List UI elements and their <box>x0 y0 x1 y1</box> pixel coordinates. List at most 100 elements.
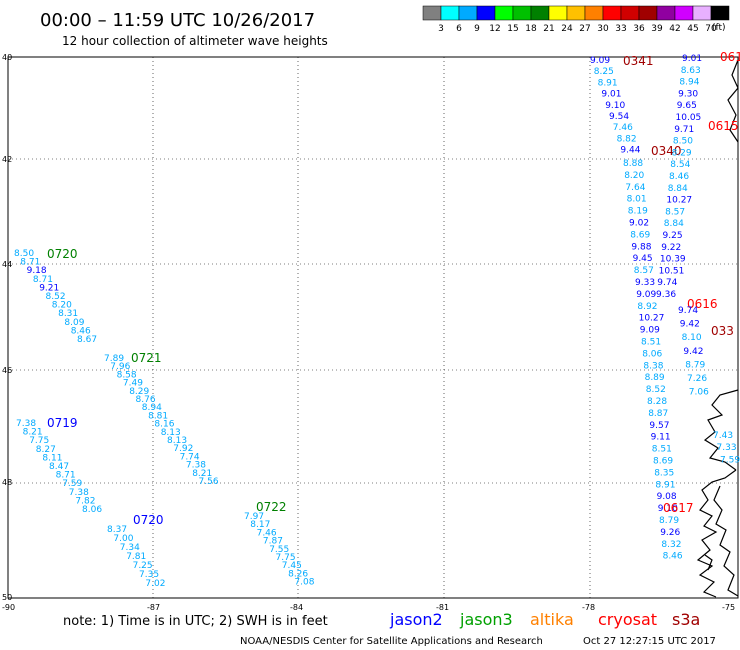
swh-value: 8.92 <box>637 302 657 312</box>
colorbar-tick: 45 <box>687 24 698 34</box>
pass-time-label: 0617 <box>663 501 694 515</box>
colorbar-swatch <box>512 5 532 21</box>
swh-value: 8.46 <box>669 172 689 182</box>
pass-cryosat-0617: 0617 <box>663 501 694 515</box>
colorbar-tick: 3 <box>438 24 444 34</box>
swh-value: 8.57 <box>665 207 685 217</box>
swh-value: 7.89 <box>104 354 124 364</box>
colorbar-tick: 42 <box>669 24 680 34</box>
pass-jason3-0721: 0721 7.897.968.587.498.298.768.948.818.16… <box>104 351 219 487</box>
swh-value: 7.81 <box>126 552 146 562</box>
colorbar-swatch <box>710 5 730 21</box>
swh-value: 8.26 <box>288 569 308 579</box>
pass-time-label: 033 <box>711 324 734 338</box>
legend-cryosat: cryosat <box>598 610 657 629</box>
swh-value: 10.39 <box>660 255 686 265</box>
swh-value: 7.55 <box>269 545 289 555</box>
swh-value: 7.59 <box>720 455 740 465</box>
swh-value: 8.46 <box>663 552 683 562</box>
pass-s3a-0339: 033 7.43 7.33 7.59 <box>711 324 740 465</box>
footer-credit: NOAA/NESDIS Center for Satellite Applica… <box>240 636 543 647</box>
legend-jason2: jason2 <box>389 610 443 629</box>
satellite-legend: jason2 jason3 altika cryosat s3a <box>389 610 700 629</box>
swh-value: 8.09 <box>64 318 84 328</box>
swh-value: 8.20 <box>624 171 644 181</box>
swh-value: 8.47 <box>49 462 69 472</box>
swh-value: 9.30 <box>678 89 698 99</box>
swh-value: 7.06 <box>689 388 709 398</box>
swh-value: 7.87 <box>263 537 283 547</box>
colorbar-swatch <box>476 5 496 21</box>
swh-value: 8.71 <box>33 275 53 285</box>
swh-value: 7.25 <box>133 561 153 571</box>
swh-value: 9.42 <box>680 320 700 330</box>
swh-value: 8.76 <box>136 395 156 405</box>
swh-value: 9.45 <box>633 254 653 264</box>
swh-value: 9.11 <box>651 433 671 443</box>
colorbar: 3 6 9 12 15 18 21 24 27 30 33 36 39 42 45 70 <box>422 5 730 34</box>
lat-label: 46 <box>2 366 12 375</box>
swh-value: 9.18 <box>27 266 47 276</box>
colorbar-tick: 15 <box>507 24 518 34</box>
swh-value: 8.94 <box>679 78 699 88</box>
colorbar-swatch <box>656 5 676 21</box>
pass-cryosat-0615: 0615 9.01 8.63 8.949.30 9.65 10.05 9.71 8.508.2… <box>656 54 739 300</box>
swh-value: 8.10 <box>682 333 702 343</box>
swh-value: 8.20 <box>52 301 72 311</box>
swh-value: 8.21 <box>23 428 43 438</box>
swh-value: 8.51 <box>652 445 672 455</box>
swh-value: 8.67 <box>77 335 97 345</box>
pass-cryosat-061x: 061 <box>720 50 740 64</box>
lon-label: -90 <box>2 603 15 612</box>
swh-value: 8.84 <box>664 219 684 229</box>
swh-value: 8.57 <box>634 266 654 276</box>
swh-value: 7.38 <box>16 419 36 429</box>
swh-value: 8.25 <box>594 67 614 77</box>
swh-value: 9.33 <box>635 278 655 288</box>
pass-jason2-0719: 07197.388.217.758.278.118.478.717.597.38… <box>16 416 102 515</box>
swh-value: 8.21 <box>192 469 212 479</box>
colorbar-tick: 70 <box>705 24 717 34</box>
swh-value: 8.19 <box>628 207 648 217</box>
pass-time-label: 0719 <box>47 416 78 430</box>
lat-label: 42 <box>2 155 12 164</box>
swh-value: 9.88 <box>631 242 651 252</box>
swh-value: 9.02 <box>629 219 649 229</box>
swh-value: 7.08 <box>294 578 314 588</box>
map-title: 00:00 – 11:59 UTC 10/26/2017 <box>40 10 315 31</box>
swh-value: 7.92 <box>173 444 193 454</box>
swh-value: 7.33 <box>717 443 737 453</box>
colorbar-swatch <box>692 5 712 21</box>
colorbar-swatch <box>566 5 586 21</box>
swh-value: 8.87 <box>648 409 668 419</box>
swh-value: 10.27 <box>639 314 665 324</box>
swh-value: 8.51 <box>641 338 661 348</box>
swh-value: 9.09 <box>590 56 610 66</box>
swh-value: 9.57 <box>649 421 669 431</box>
swh-value: 9.01 <box>682 54 702 64</box>
swh-value: 8.29 <box>672 148 692 158</box>
colorbar-tick: 24 <box>561 24 573 34</box>
swh-value: 9.26 <box>660 528 680 538</box>
colorbar-swatch <box>620 5 640 21</box>
swh-value: 8.91 <box>655 480 675 490</box>
pass-time-label: 0615 <box>708 119 739 133</box>
swh-value: 8.52 <box>46 292 66 302</box>
colorbar-tick: 9 <box>474 24 480 34</box>
swh-value: 8.63 <box>681 66 701 76</box>
pass-time-label: 0720 <box>133 513 164 527</box>
swh-value: 8.01 <box>627 195 647 205</box>
swh-value: 8.37 <box>107 525 127 535</box>
colorbar-swatch <box>458 5 478 21</box>
swh-value: 8.89 <box>645 373 665 383</box>
legend-altika: altika <box>530 610 574 629</box>
swh-value: 9.74 <box>678 306 698 316</box>
lat-label: 50 <box>2 593 12 602</box>
colorbar-tick: 18 <box>525 24 537 34</box>
colorbar-tick: 33 <box>615 24 626 34</box>
swh-value: 8.91 <box>598 78 618 88</box>
swh-value: 8.28 <box>647 397 667 407</box>
swh-value: 8.13 <box>161 428 181 438</box>
swh-value: 7.26 <box>687 374 707 384</box>
